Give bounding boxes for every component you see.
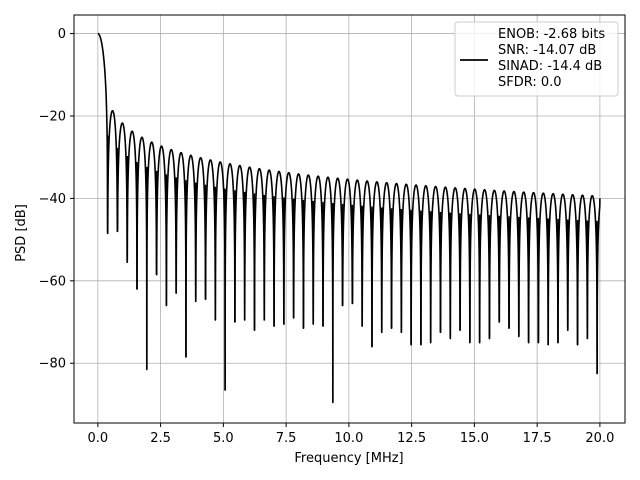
x-tick-label: 0.0 — [88, 431, 109, 446]
x-axis-label: Frequency [MHz] — [294, 451, 403, 466]
legend-entry-line: ENOB: -2.68 bits — [498, 27, 605, 42]
psd-series-line — [97, 32, 601, 404]
x-tick-label: 7.5 — [276, 431, 297, 446]
series-layer — [97, 32, 601, 404]
y-tick-label: −60 — [39, 274, 66, 289]
legend-box — [454, 21, 619, 97]
x-tick-label: 5.0 — [213, 431, 234, 446]
x-tick-label: 10.0 — [334, 431, 363, 446]
x-tick-label: 15.0 — [460, 431, 489, 446]
y-tick-label: −80 — [39, 357, 66, 372]
legend-entry-line: SNR: -14.07 dB — [498, 43, 596, 58]
y-tick-label: 0 — [58, 27, 66, 42]
plot-frame — [73, 14, 626, 424]
x-tick-label: 20.0 — [585, 431, 614, 446]
axes: 0.0 2.5 5.0 7.5 10.0 12.5 15.0 17.5 20.0 0 −20 −40 −… — [39, 14, 626, 446]
y-axis-label: PSD [dB] — [14, 204, 29, 262]
x-tick-label: 12.5 — [397, 431, 426, 446]
y-tick-label: −40 — [39, 192, 66, 207]
legend-entry-line: SINAD: -14.4 dB — [498, 59, 602, 74]
legend-entry-line: SFDR: 0.0 — [498, 75, 562, 90]
x-tick-label: 17.5 — [523, 431, 552, 446]
x-tick-label: 2.5 — [150, 431, 171, 446]
y-tick-label: −20 — [39, 109, 66, 124]
